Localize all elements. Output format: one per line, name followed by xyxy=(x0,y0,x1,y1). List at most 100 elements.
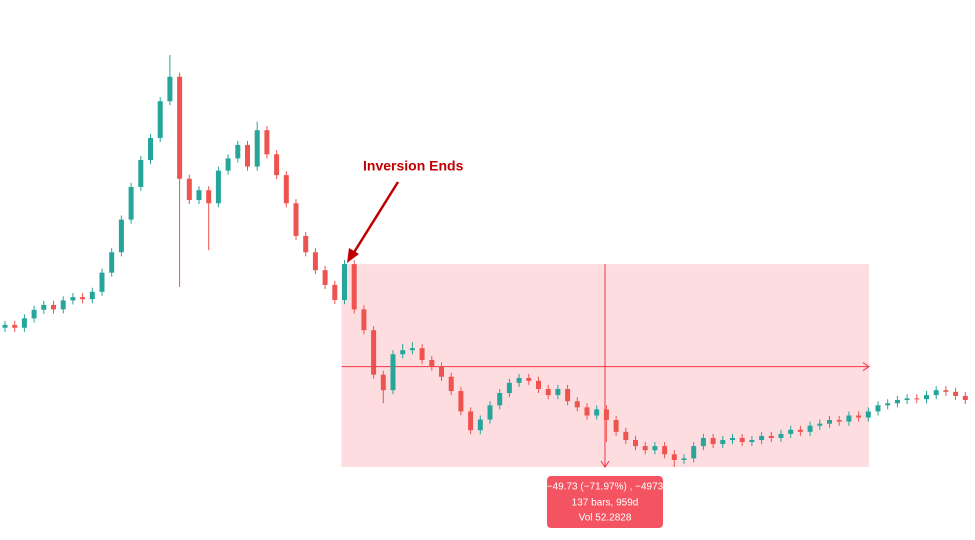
candle-body xyxy=(497,393,503,406)
candle-body xyxy=(565,388,571,402)
candle-body xyxy=(148,137,153,160)
candle-body xyxy=(303,235,309,253)
candle-body xyxy=(409,348,415,351)
candle-body xyxy=(904,398,910,400)
candle-body xyxy=(865,411,871,418)
candle-body xyxy=(526,377,532,381)
candle-body xyxy=(652,446,658,451)
candle-body xyxy=(797,429,803,432)
candle-body xyxy=(894,400,900,404)
candle-body xyxy=(215,170,221,204)
candle-body xyxy=(371,330,377,375)
candle-body xyxy=(943,390,949,392)
candle-body xyxy=(671,454,677,460)
measure-tooltip xyxy=(547,476,663,529)
annotation: Inversion Ends xyxy=(363,158,464,174)
candle-body xyxy=(594,409,600,416)
candle-body xyxy=(12,324,18,328)
candle-body xyxy=(778,433,784,438)
candle-body xyxy=(487,405,493,420)
candle-body xyxy=(390,354,396,391)
candle-body xyxy=(933,390,939,396)
candle-body xyxy=(788,429,794,434)
candle-body xyxy=(836,420,842,422)
measure-layer xyxy=(341,264,870,468)
candle-body xyxy=(206,190,212,204)
candle-body xyxy=(827,420,832,424)
candle-body xyxy=(128,186,134,220)
candle-body xyxy=(730,437,735,440)
candle-body xyxy=(245,144,250,167)
candle-body xyxy=(118,219,124,253)
measure-change: −49.73 (−71.97%) , −4973 xyxy=(547,482,664,493)
candle-body xyxy=(21,318,27,328)
candle-body xyxy=(642,446,648,451)
candle-body xyxy=(681,458,687,460)
candle-body xyxy=(351,264,357,310)
candle-body xyxy=(817,423,823,426)
annotation-arrowhead xyxy=(347,248,359,263)
candle-body xyxy=(361,309,367,331)
candle-body xyxy=(31,309,37,319)
candle-body xyxy=(555,388,561,396)
candle-body xyxy=(924,395,929,400)
candle-body xyxy=(41,304,47,310)
candle-body xyxy=(720,440,726,445)
candle-body xyxy=(623,431,629,440)
annotation-arrow xyxy=(351,181,400,255)
candle-body xyxy=(545,388,551,396)
candle-body xyxy=(380,374,386,391)
candle-body xyxy=(167,76,173,102)
candle-body xyxy=(691,446,697,459)
candle-body xyxy=(662,446,668,455)
candle-body xyxy=(283,175,289,204)
candle-body xyxy=(846,415,852,422)
candle-body xyxy=(962,395,968,400)
candle-body xyxy=(506,382,512,394)
candle-body xyxy=(477,419,483,431)
candle-body xyxy=(80,297,86,300)
candle-body xyxy=(342,264,347,300)
candle-body xyxy=(70,297,76,301)
candle-body xyxy=(196,190,202,200)
candle-body xyxy=(293,203,299,236)
candle-body xyxy=(60,300,66,310)
candle-body xyxy=(458,391,464,412)
measure-arrow xyxy=(862,362,870,371)
candle-body xyxy=(516,377,522,383)
candle-body xyxy=(885,403,891,406)
candle-body xyxy=(322,270,328,285)
candle-body xyxy=(312,252,318,271)
candle-body xyxy=(89,291,95,300)
candle-body xyxy=(235,144,241,159)
candle-body xyxy=(468,411,474,431)
candle-body xyxy=(99,272,105,292)
candle-body xyxy=(739,437,745,443)
measure-line: 137 bars, 959d xyxy=(572,498,639,509)
candle-body xyxy=(186,178,192,200)
candle-body xyxy=(633,440,638,447)
candle-body xyxy=(439,366,444,377)
candle-body xyxy=(875,405,881,412)
candle-body xyxy=(429,360,435,367)
measure-line: Vol 52.2828 xyxy=(579,513,632,524)
candle-body xyxy=(138,160,144,187)
candle-body xyxy=(109,252,115,273)
candle-body xyxy=(2,324,8,328)
candle-body xyxy=(225,158,231,171)
candle-body xyxy=(332,284,338,300)
candle-body xyxy=(177,76,183,179)
candle-body xyxy=(584,407,590,416)
candle-body xyxy=(613,420,619,432)
candle-body xyxy=(274,154,280,176)
candle-body xyxy=(419,348,425,360)
candle-body xyxy=(448,376,454,392)
candle-body xyxy=(856,415,862,418)
candles xyxy=(2,55,968,467)
candle-body xyxy=(254,130,260,167)
candle-body xyxy=(710,437,716,445)
candle-body xyxy=(51,304,56,310)
candle-body xyxy=(574,401,580,408)
candle-body xyxy=(264,130,270,155)
